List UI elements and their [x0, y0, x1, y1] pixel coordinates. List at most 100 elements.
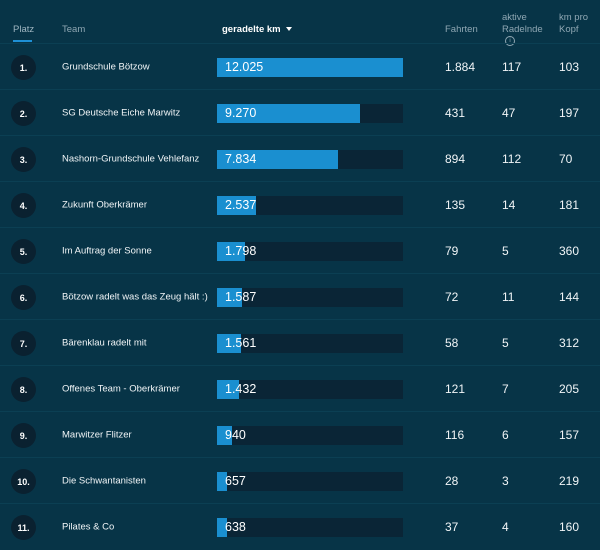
team-name[interactable]: Zukunft Oberkrämer [62, 199, 147, 211]
table-row[interactable]: 9. Marwitzer Flitzer 940 116 6 157 [0, 411, 600, 458]
km-bar-fill [217, 426, 232, 445]
rank-badge: 1. [11, 55, 36, 80]
aktive-radelnde-value: 11 [502, 290, 515, 304]
km-bar-track: 1.561 [217, 334, 403, 353]
km-pro-kopf-value: 360 [559, 244, 580, 258]
fahrten-value: 431 [445, 106, 466, 120]
column-header-platz[interactable]: Platz [13, 24, 35, 35]
column-header-fahrten[interactable]: Fahrten [445, 24, 478, 35]
km-bar-fill [217, 150, 338, 169]
aktive-radelnde-value: 112 [502, 152, 522, 166]
team-name[interactable]: Die Schwantanisten [62, 475, 146, 487]
rank-badge: 9. [11, 423, 36, 448]
rank-badge: 2. [11, 101, 36, 126]
table-row[interactable]: 3. Nashorn-Grundschule Vehlefanz 7.834 894 1… [0, 135, 600, 182]
rank-badge: 10. [11, 469, 36, 494]
table-row[interactable]: 5. Im Auftrag der Sonne 1.798 79 5 360 [0, 227, 600, 274]
team-name[interactable]: Nashorn-Grundschule Vehlefanz [62, 153, 200, 165]
km-bar-fill [217, 380, 239, 399]
aktive-radelnde-value: 5 [502, 244, 509, 258]
km-value: 1.561 [225, 336, 257, 350]
column-header-km-pro-kopf[interactable]: km pro Kopf [559, 12, 595, 36]
km-pro-label-line2: Kopf [559, 24, 579, 35]
fahrten-value: 28 [445, 474, 459, 488]
fahrten-value: 894 [445, 152, 466, 166]
km-pro-kopf-value: 103 [559, 60, 580, 74]
km-bar-track: 7.834 [217, 150, 403, 169]
column-header-km[interactable]: geradelte km [222, 24, 292, 36]
rank-badge: 3. [11, 147, 36, 172]
km-bar-fill [217, 334, 241, 353]
rank-badge: 7. [11, 331, 36, 356]
km-pro-kopf-value: 157 [559, 428, 580, 442]
team-name[interactable]: Im Auftrag der Sonne [62, 245, 152, 257]
rank-badge: 5. [11, 239, 36, 264]
aktive-radelnde-value: 14 [502, 198, 516, 212]
km-value: 7.834 [225, 152, 257, 166]
team-name[interactable]: Bötzow radelt was das Zeug hält :) [62, 291, 208, 303]
fahrten-value: 79 [445, 244, 459, 258]
km-value: 638 [225, 520, 246, 534]
team-name[interactable]: Offenes Team - Oberkrämer [62, 383, 180, 395]
table-header: Platz Team geradelte km Fahrten aktive R… [0, 0, 600, 48]
km-pro-kopf-value: 197 [559, 106, 580, 120]
rank-badge: 11. [11, 515, 36, 540]
aktive-radelnde-value: 47 [502, 106, 516, 120]
km-bar-track: 657 [217, 472, 403, 491]
team-name[interactable]: Pilates & Co [62, 521, 115, 533]
team-name[interactable]: Grundschule Bötzow [62, 61, 150, 73]
fahrten-value: 121 [445, 382, 466, 396]
km-pro-kopf-value: 181 [559, 198, 580, 212]
km-pro-kopf-value: 70 [559, 152, 573, 166]
table-row[interactable]: 11. Pilates & Co 638 37 4 160 [0, 503, 600, 550]
table-row[interactable]: 10. Die Schwantanisten 657 28 3 219 [0, 457, 600, 504]
km-value: 657 [225, 474, 246, 488]
km-pro-kopf-value: 160 [559, 520, 580, 534]
column-header-team[interactable]: Team [62, 24, 86, 35]
aktive-radelnde-value: 117 [502, 60, 522, 74]
rank-badge: 6. [11, 285, 36, 310]
km-bar-fill [217, 104, 360, 123]
km-bar-track: 12.025 [217, 58, 403, 77]
aktive-radelnde-value: 4 [502, 520, 509, 534]
km-pro-kopf-value: 312 [559, 336, 580, 350]
table-row[interactable]: 8. Offenes Team - Oberkrämer 1.432 121 7 205 [0, 365, 600, 412]
km-value: 940 [225, 428, 246, 442]
km-value: 9.270 [225, 106, 257, 120]
team-name[interactable]: SG Deutsche Eiche Marwitz [62, 107, 181, 119]
table-row[interactable]: 4. Zukunft Oberkrämer 2.537 135 14 181 [0, 181, 600, 228]
table-row[interactable]: 2. SG Deutsche Eiche Marwitz 9.270 431 47 197 [0, 89, 600, 136]
km-bar-track: 1.587 [217, 288, 403, 307]
rank-badge: 8. [11, 377, 36, 402]
team-name[interactable]: Bärenklau radelt mit [62, 337, 147, 349]
fahrten-value: 135 [445, 198, 466, 212]
fahrten-value: 116 [445, 428, 465, 442]
km-pro-kopf-value: 205 [559, 382, 580, 396]
aktive-label-line2: Radelnde [502, 24, 543, 35]
column-header-km-label: geradelte km [222, 24, 281, 35]
km-value: 1.432 [225, 382, 257, 396]
km-bar-fill [217, 242, 245, 261]
aktive-radelnde-value: 5 [502, 336, 509, 350]
km-value: 12.025 [225, 60, 264, 74]
table-row[interactable]: 6. Bötzow radelt was das Zeug hält :) 1.58… [0, 273, 600, 320]
aktive-radelnde-value: 7 [502, 382, 509, 396]
fahrten-value: 72 [445, 290, 459, 304]
info-icon[interactable]: i [505, 36, 515, 47]
aktive-radelnde-value: 6 [502, 428, 509, 442]
km-pro-kopf-value: 219 [559, 474, 580, 488]
aktive-radelnde-value: 3 [502, 474, 509, 488]
km-bar-track: 940 [217, 426, 403, 445]
km-value: 1.798 [225, 244, 257, 258]
fahrten-value: 1.884 [445, 60, 476, 74]
column-header-aktive-radelnde[interactable]: aktive Radelndei [502, 12, 554, 48]
km-bar-fill [217, 518, 227, 537]
km-bar-track: 1.798 [217, 242, 403, 261]
km-bar-track: 638 [217, 518, 403, 537]
rank-badge: 4. [11, 193, 36, 218]
table-row[interactable]: 7. Bärenklau radelt mit 1.561 58 5 312 [0, 319, 600, 366]
km-bar-track: 9.270 [217, 104, 403, 123]
km-bar-fill [217, 58, 403, 77]
team-name[interactable]: Marwitzer Flitzer [62, 429, 132, 441]
table-row[interactable]: 1. Grundschule Bötzow 12.025 1.884 117 103 [0, 43, 600, 90]
